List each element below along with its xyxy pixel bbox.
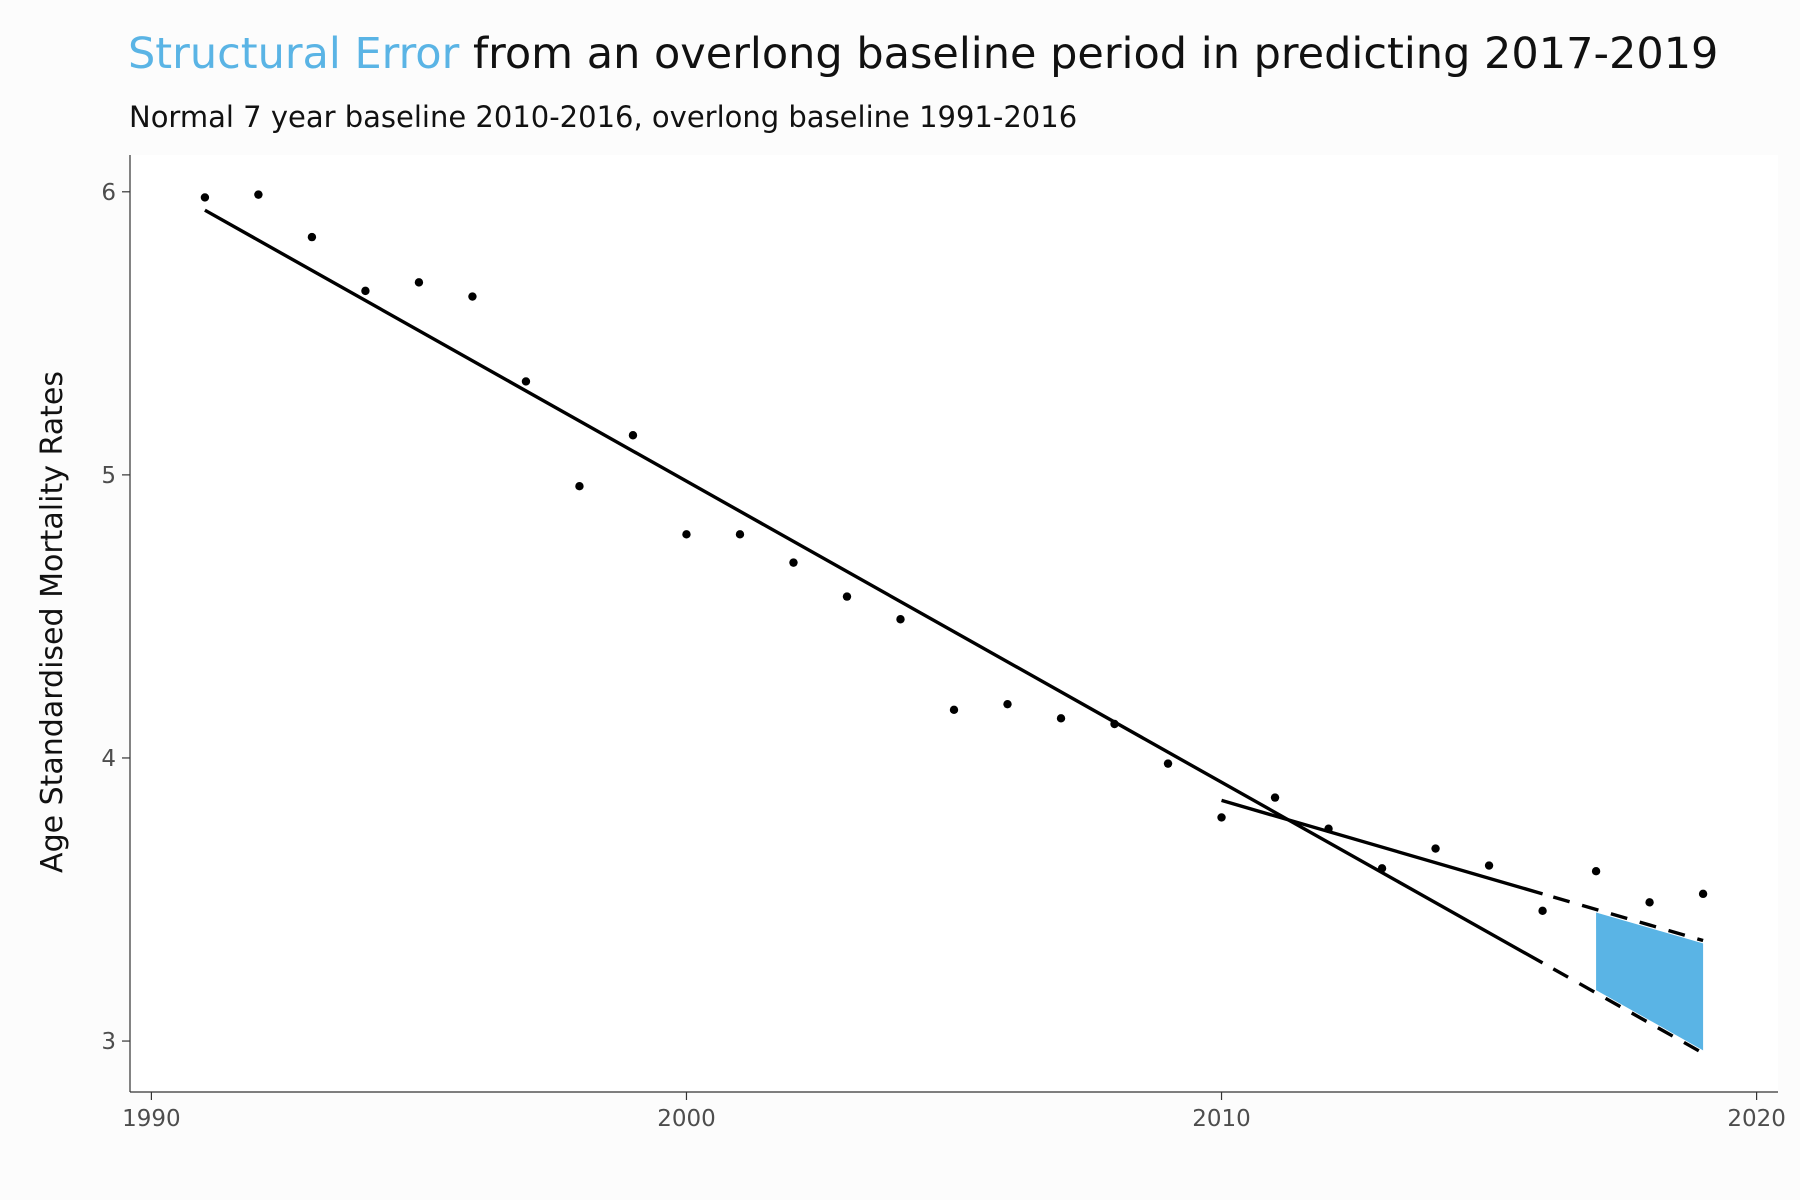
data-point [842, 592, 852, 601]
data-point [1591, 866, 1601, 876]
data-point [735, 530, 745, 539]
projection-line-dashed [1552, 895, 1704, 943]
data-point [1056, 714, 1066, 723]
data-point [1377, 864, 1387, 873]
title-rest: from an overlong baseline period in pred… [459, 29, 1718, 79]
data-point [1003, 699, 1012, 709]
data-point [1431, 844, 1440, 853]
x-tick-label: 1990 [122, 1106, 181, 1132]
data-point [468, 292, 477, 301]
data-point [575, 482, 584, 491]
x-tick-label: 2000 [657, 1106, 716, 1132]
data-point [628, 431, 638, 440]
y-tick-label: 5 [101, 463, 116, 489]
data-point [1217, 813, 1226, 822]
title-highlight: Structural Error [128, 29, 460, 79]
data-point [949, 705, 959, 715]
data-point [789, 558, 798, 567]
data-point [254, 190, 263, 199]
plot-panel [130, 155, 1778, 1092]
y-axis: 3 4 5 6 [101, 155, 131, 1092]
data-points [200, 190, 1708, 916]
baseline-fit-line [1221, 798, 1544, 896]
data-point [200, 193, 210, 202]
data-point [361, 286, 370, 296]
y-tick-label: 4 [101, 746, 116, 772]
data-point [896, 615, 905, 624]
data-point [682, 530, 691, 539]
baseline-fit-line [204, 208, 1544, 965]
data-point [1163, 759, 1173, 768]
x-axis: 1990 2000 2010 2020 [122, 1091, 1786, 1132]
chart-subtitle: Normal 7 year baseline 2010-2016, overlo… [129, 100, 1077, 134]
trend-lines [204, 208, 1704, 1055]
x-tick-label: 2010 [1192, 1106, 1251, 1132]
data-point [1270, 793, 1280, 802]
data-point [1698, 889, 1708, 899]
data-point [521, 377, 531, 386]
data-point [414, 278, 424, 287]
data-point [1484, 861, 1494, 870]
data-point [1538, 906, 1547, 916]
chart-title: Structural Error from an overlong baseli… [128, 29, 1718, 79]
x-tick-label: 2020 [1727, 1106, 1786, 1132]
y-tick-label: 6 [101, 180, 116, 206]
structural-error-region [1596, 912, 1704, 1051]
data-point [307, 232, 317, 242]
y-axis-label: Age Standardised Mortality Rates [35, 371, 70, 873]
data-point [1324, 824, 1333, 833]
data-point [1645, 898, 1654, 907]
data-point [1110, 719, 1119, 729]
y-tick-label: 3 [101, 1029, 116, 1055]
